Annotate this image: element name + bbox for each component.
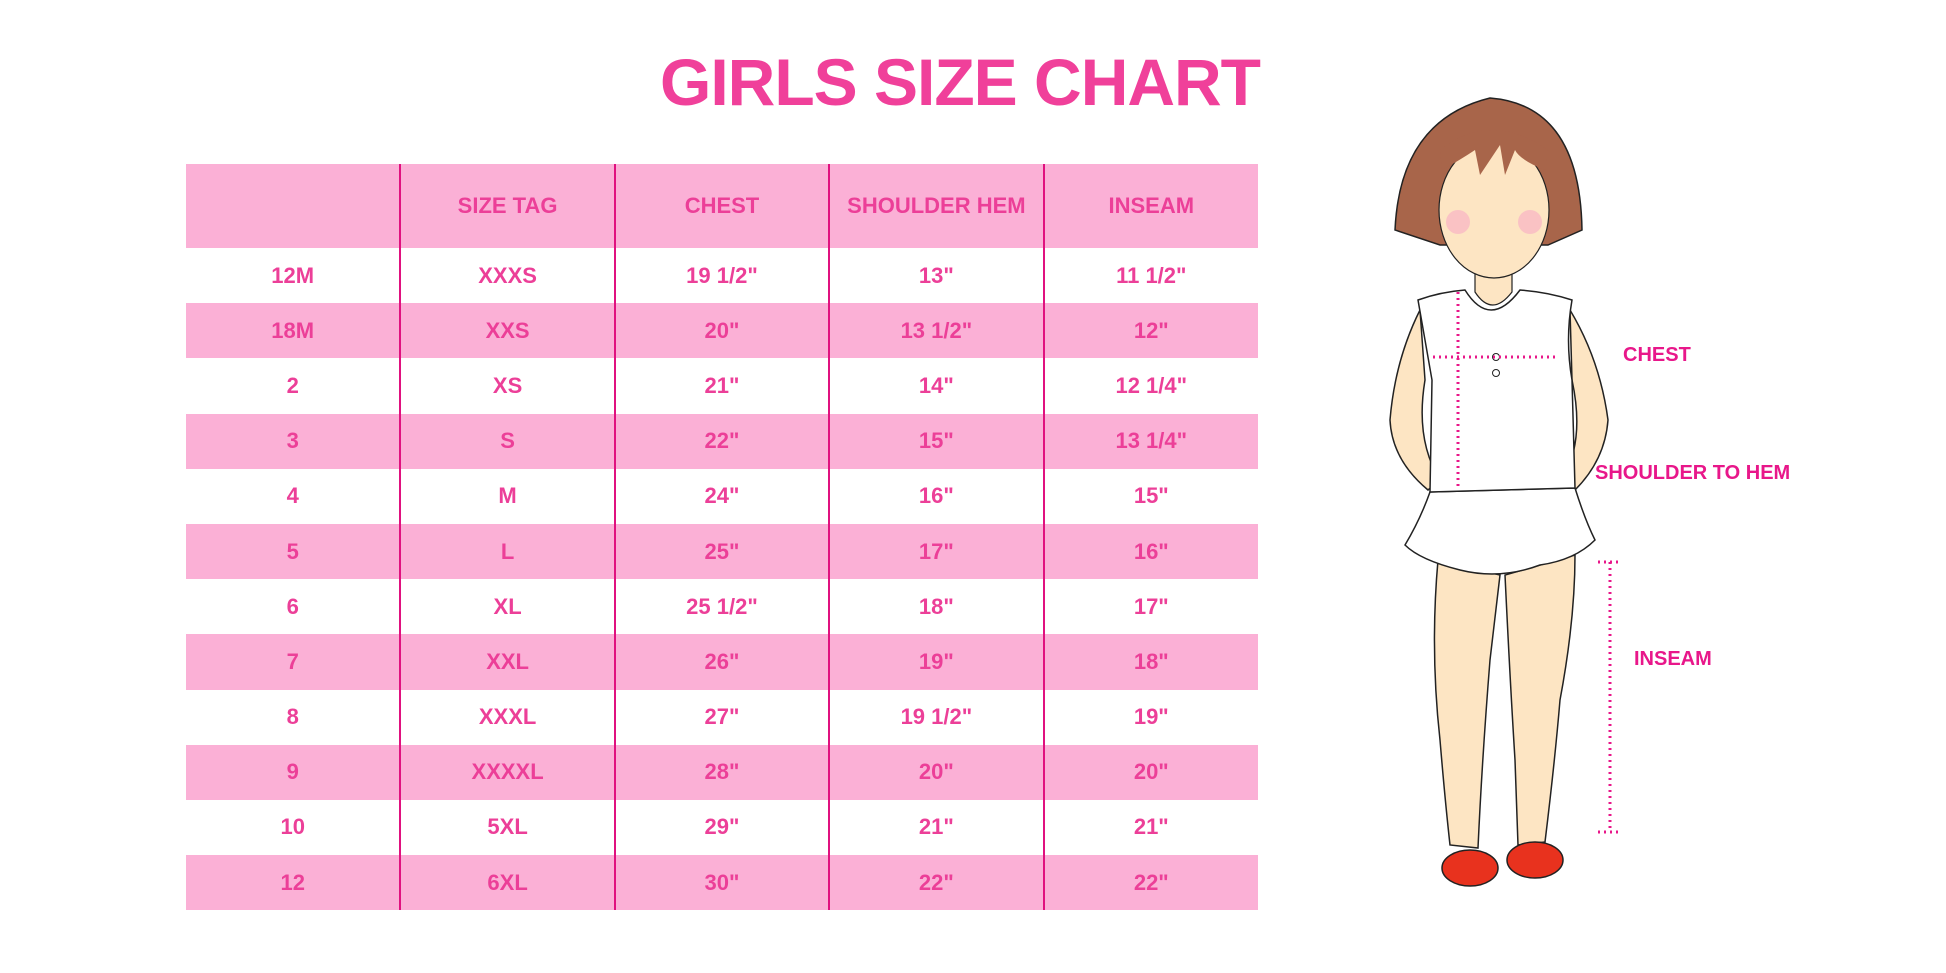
shoulder-to-hem-label: SHOULDER TO HEM — [1595, 462, 1791, 484]
table-cell: 17" — [1042, 579, 1258, 635]
table-cell: 22" — [613, 413, 830, 469]
table-cell: 20" — [1042, 744, 1258, 800]
table-cell: 30" — [613, 855, 830, 911]
table-cell: 11 1/2" — [1042, 248, 1258, 304]
table-cell: 16" — [1042, 523, 1258, 580]
skirt — [1404, 487, 1596, 575]
left-arm — [1389, 307, 1441, 491]
table-cell: XL — [399, 579, 615, 635]
table-cell: 12 1/4" — [1042, 358, 1258, 414]
table-row: 18M XXS 20" 13 1/2" 12" — [186, 303, 1258, 359]
table-cell: 25" — [613, 523, 830, 580]
table-cell: 21" — [1042, 799, 1258, 856]
table-cell: 25 1/2" — [613, 579, 830, 635]
table-cell: 19" — [1042, 689, 1258, 745]
table-cell: 26" — [613, 634, 830, 690]
table-cell: 16" — [828, 468, 1044, 524]
table-row: 7 XXL 26" 19" 18" — [186, 634, 1258, 690]
column-header: CHEST — [613, 164, 830, 248]
table-row: 2 XS 21" 14" 12 1/4" — [186, 358, 1258, 414]
table-cell: 15" — [828, 413, 1044, 469]
table-cell: 6 — [286, 593, 299, 619]
table-row: 12 6XL 30" 22" 22" — [186, 855, 1258, 911]
table-row: 12M XXXS 19 1/2" 13" 11 1/2" — [186, 248, 1258, 304]
left-leg — [1433, 559, 1501, 849]
table-cell: 3 — [186, 413, 401, 469]
table-cell: 20" — [828, 744, 1044, 800]
right-shoe — [1506, 841, 1564, 879]
column-header: SIZE TAG — [399, 164, 615, 248]
table-cell: 21" — [828, 799, 1044, 856]
column-header — [186, 164, 401, 248]
table-cell: 10 — [280, 814, 305, 840]
table-cell: 12 — [186, 855, 401, 911]
table-cell: 7 — [186, 634, 401, 690]
column-header: INSEAM — [1042, 164, 1258, 248]
table-row: 6 XL 25 1/2" 18" 17" — [186, 579, 1258, 635]
size-chart-table: SIZE TAG CHEST SHOULDER HEM INSEAM 12M XXXS 1… — [186, 164, 1258, 911]
table-cell: XS — [399, 358, 615, 414]
table-cell: 15" — [1042, 468, 1258, 524]
table-cell: XXXS — [399, 248, 615, 304]
table-cell: 13" — [828, 248, 1044, 304]
table-cell: 20" — [613, 303, 830, 359]
table-row: 4 M 24" 16" 15" — [186, 468, 1258, 524]
table-row: 3 S 22" 15" 13 1/4" — [186, 413, 1258, 469]
table-cell: 13 1/2" — [828, 303, 1044, 359]
table-cell: 14" — [828, 358, 1044, 414]
table-cell: XXXL — [399, 689, 615, 745]
table-cell: 5XL — [399, 799, 615, 856]
table-cell: 2 — [286, 372, 299, 398]
left-shoe — [1441, 849, 1499, 887]
table-row: 5 L 25" 17" 16" — [186, 523, 1258, 580]
table-row: 10 5XL 29" 21" 21" — [186, 799, 1258, 856]
chest-label: CHEST — [1623, 344, 1691, 366]
table-row: 9 XXXXL 28" 20" 20" — [186, 744, 1258, 800]
table-cell: 18" — [1042, 634, 1258, 690]
table-cell: 27" — [613, 689, 830, 745]
table-cell: 6XL — [399, 855, 615, 911]
table-cell: 4 — [286, 483, 299, 509]
right-leg — [1504, 554, 1576, 846]
table-cell: XXXXL — [399, 744, 615, 800]
page-title: GIRLS SIZE CHART — [659, 45, 1261, 119]
table-cell: XXS — [399, 303, 615, 359]
table-cell: M — [399, 468, 615, 524]
table-cell: 22" — [828, 855, 1044, 911]
inseam-label: INSEAM — [1634, 648, 1712, 670]
table-cell: 12" — [1042, 303, 1258, 359]
table-cell: 21" — [613, 358, 830, 414]
table-cell: 22" — [1042, 855, 1258, 911]
table-cell: L — [399, 523, 615, 580]
table-cell: 18M — [186, 303, 401, 359]
table-cell: XXL — [399, 634, 615, 690]
table-cell: 9 — [186, 744, 401, 800]
column-header: SHOULDER HEM — [828, 164, 1044, 248]
table-cell: 19 1/2" — [828, 689, 1044, 745]
table-cell: 18" — [828, 579, 1044, 635]
table-header-row: SIZE TAG CHEST SHOULDER HEM INSEAM — [186, 164, 1258, 248]
table-cell: 29" — [613, 799, 830, 856]
table-cell: 8 — [286, 704, 299, 730]
table-row: 8 XXXL 27" 19 1/2" 19" — [186, 689, 1258, 745]
table-cell: 12M — [271, 262, 315, 288]
table-cell: 5 — [186, 523, 401, 580]
table-cell: 17" — [828, 523, 1044, 580]
top — [1417, 289, 1576, 493]
table-cell: 13 1/4" — [1042, 413, 1258, 469]
table-cell: 24" — [613, 468, 830, 524]
table-cell: 19 1/2" — [613, 248, 830, 304]
table-cell: 19" — [828, 634, 1044, 690]
right-arm — [1562, 307, 1609, 492]
table-cell: S — [399, 413, 615, 469]
table-cell: 28" — [613, 744, 830, 800]
